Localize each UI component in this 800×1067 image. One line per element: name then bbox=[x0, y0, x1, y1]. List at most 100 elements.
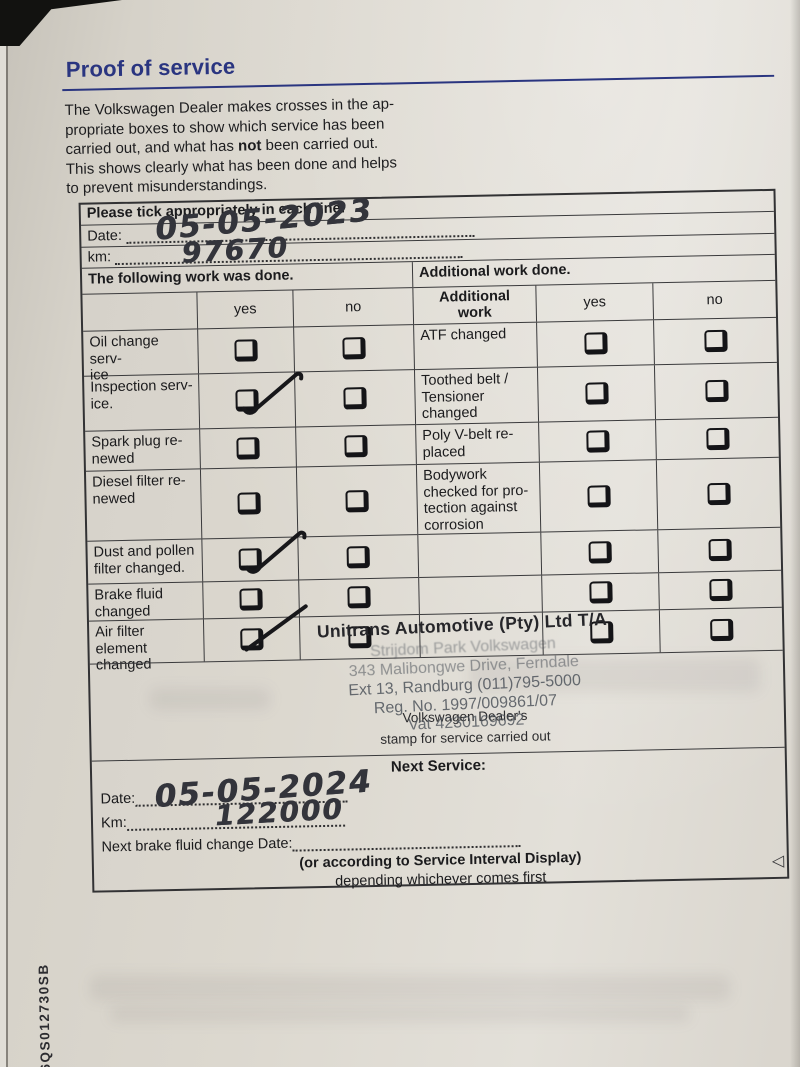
checkbox bbox=[343, 387, 367, 410]
checkbox-cell-yes bbox=[541, 530, 660, 575]
checkbox bbox=[708, 578, 733, 602]
table-row-inspection: Inspection serv- ice. bbox=[84, 369, 416, 431]
handwritten-next-km: 122000 bbox=[214, 792, 345, 833]
checkbox bbox=[705, 427, 730, 450]
brake-fluid-dotted-line bbox=[292, 832, 521, 852]
checkbox-cell-no bbox=[656, 418, 779, 459]
checkbox bbox=[234, 339, 258, 362]
work-item-label bbox=[418, 532, 543, 578]
page-code: 6QS012730SB bbox=[35, 963, 53, 1067]
table-row-brake-fluid: Brake fluid changed bbox=[88, 577, 419, 621]
checkbox-cell-no bbox=[657, 458, 780, 529]
work-item-label: Dust and pollen filter changed. bbox=[87, 539, 204, 584]
work-item-label: Diesel filter re- newed bbox=[85, 469, 203, 541]
work-item-label: ATF changed bbox=[414, 322, 538, 370]
column-header-yes: yes bbox=[197, 290, 295, 329]
checkbox-cell-yes bbox=[200, 467, 299, 539]
page-title: Proof of service bbox=[65, 53, 236, 83]
checkbox-cell-yes bbox=[537, 365, 657, 422]
checkbox-cell-no bbox=[295, 370, 415, 426]
date-label: Date: bbox=[87, 227, 123, 245]
checkbox-cell-yes bbox=[198, 327, 295, 374]
column-header-no: no bbox=[706, 291, 723, 309]
bleedthrough-smudge bbox=[90, 975, 730, 1001]
checkbox bbox=[342, 337, 366, 360]
additional-work-header: Additional work bbox=[413, 285, 538, 325]
page-corner-marker-icon: ◁ bbox=[771, 852, 785, 871]
checkbox bbox=[704, 379, 729, 403]
checkbox bbox=[583, 332, 608, 355]
checkbox bbox=[707, 538, 732, 562]
page-edge bbox=[0, 0, 6, 1067]
additional-work-section: Additional work done. Additional work ye… bbox=[413, 255, 783, 658]
work-item-label: Brake fluid changed bbox=[88, 582, 204, 621]
work-item-label: Inspection serv- ice. bbox=[84, 374, 201, 431]
work-item-label: Poly V-belt re- placed bbox=[416, 422, 540, 465]
bleedthrough-smudge bbox=[110, 1006, 690, 1022]
table-row-toothed-belt: Toothed belt / Tensioner changed bbox=[414, 361, 779, 425]
checkbox bbox=[346, 546, 370, 569]
work-done-section: The following work was done. yes no Oil … bbox=[81, 262, 421, 674]
checkbox bbox=[587, 541, 612, 564]
km-label: km: bbox=[87, 249, 112, 266]
bleedthrough-smudge bbox=[150, 688, 270, 710]
checkbox bbox=[235, 389, 259, 412]
checkbox bbox=[239, 588, 263, 611]
checkbox bbox=[586, 484, 611, 508]
table-row-oil-change: Oil change serv- ice bbox=[83, 324, 414, 384]
bleedthrough-smudge bbox=[470, 658, 760, 692]
next-km-label: Km: bbox=[100, 814, 127, 832]
checkbox bbox=[588, 581, 613, 604]
column-header-no: no bbox=[344, 299, 362, 316]
checkbox-cell-yes bbox=[200, 427, 297, 469]
right-column-headers: Additional work yes no bbox=[413, 279, 776, 325]
right-edge-shadow bbox=[790, 0, 800, 1067]
checkbox-cell-no bbox=[297, 465, 417, 536]
handwritten-service-km: 97670 bbox=[180, 230, 290, 270]
checkbox-cell-no bbox=[299, 578, 419, 616]
work-item-label: Toothed belt / Tensioner changed bbox=[414, 367, 540, 425]
checkbox-cell-no bbox=[294, 325, 414, 371]
checkbox-cell-no bbox=[658, 528, 781, 572]
checkbox-cell-yes bbox=[199, 371, 303, 429]
checkbox bbox=[238, 548, 262, 571]
table-row-bodywork: Bodywork checked for pro- tection agains… bbox=[416, 456, 781, 535]
checkbox bbox=[236, 436, 260, 460]
checkbox-cell-yes bbox=[542, 573, 660, 612]
work-item-label: Spark plug re- newed bbox=[85, 429, 201, 471]
table-row-blank bbox=[418, 526, 782, 578]
checkbox bbox=[345, 489, 369, 512]
checkbox-cell-no bbox=[296, 425, 416, 466]
work-item-label: Bodywork checked for pro- tection agains… bbox=[416, 462, 542, 535]
work-sections: The following work was done. yes no Oil … bbox=[81, 253, 783, 674]
next-service-box: Next Service: Date: Km: Next brake fluid… bbox=[91, 746, 788, 891]
empty-header-cell bbox=[82, 292, 199, 331]
checkbox bbox=[347, 586, 371, 609]
page-edge-line bbox=[6, 0, 8, 1067]
checkbox bbox=[584, 382, 609, 405]
checkbox bbox=[344, 434, 368, 458]
checkbox-cell-yes bbox=[539, 460, 659, 532]
table-row-spark-plug: Spark plug re- newed bbox=[85, 424, 416, 471]
checkbox bbox=[706, 482, 731, 505]
checkbox-cell-yes bbox=[203, 580, 300, 619]
checkbox-cell-no bbox=[655, 363, 778, 419]
left-column-headers: yes no bbox=[82, 287, 414, 331]
column-header-yes: yes bbox=[536, 283, 655, 322]
checkbox bbox=[703, 329, 728, 353]
table-row-dust-pollen-filter: Dust and pollen filter changed. bbox=[87, 530, 419, 584]
table-row-poly-v-belt: Poly V-belt re- placed bbox=[416, 416, 779, 465]
work-item-label: Oil change serv- ice bbox=[83, 329, 200, 384]
work-item-label bbox=[419, 575, 543, 615]
checkbox bbox=[237, 491, 261, 515]
checkbox-cell-yes bbox=[537, 320, 655, 367]
next-date-label: Date: bbox=[100, 790, 136, 808]
checkbox-cell-yes bbox=[202, 530, 306, 582]
checkbox-cell-no bbox=[654, 318, 777, 364]
brake-fluid-label: Next brake fluid change Date: bbox=[101, 835, 293, 856]
table-row-diesel-filter: Diesel filter re- newed bbox=[85, 464, 418, 541]
intro-paragraph: The Volkswagen Dealer makes crosses in t… bbox=[65, 94, 427, 199]
checkbox bbox=[585, 429, 610, 453]
